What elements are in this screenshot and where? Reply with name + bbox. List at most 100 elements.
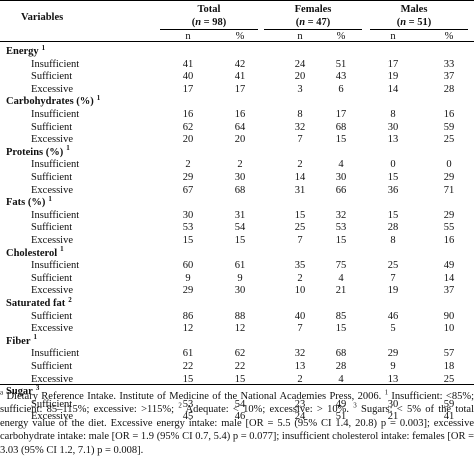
row-label: Insufficient (31, 348, 80, 360)
table-cell: 21 (387, 411, 399, 423)
table-cell: 31 (234, 209, 246, 221)
table-cell: 46 (387, 310, 399, 322)
row-label: Sufficient (31, 222, 73, 234)
table-cell: 54 (234, 398, 246, 410)
table-cell: 51 (335, 411, 347, 423)
footnote-sup-3: 3 (353, 401, 357, 410)
table-cell: 61 (234, 260, 246, 272)
table-cell: 15 (234, 235, 246, 246)
section-name: Carbohydrates (%) (6, 96, 94, 108)
table-cell: 66 (335, 184, 347, 196)
table-cell: 15 (335, 134, 347, 146)
table-cell: 5 (390, 323, 396, 335)
table-cell: 16 (443, 235, 455, 246)
table-cell: 0 (390, 159, 396, 171)
table-cell: 24 (294, 58, 306, 70)
table-cell: 25 (443, 373, 455, 385)
section-heading: Carbohydrates (%) 1 (6, 94, 100, 108)
table-cell: 15 (335, 323, 347, 335)
table-cell: 33 (443, 58, 455, 70)
table-cell: 16 (443, 109, 455, 120)
table-cell: 16 (182, 109, 194, 120)
table-cell: 64 (234, 121, 246, 133)
table-cell: 59 (443, 398, 455, 410)
bottom-rule (0, 384, 474, 385)
row-label: Insufficient (31, 159, 80, 171)
footnote-marker-a: a (0, 388, 4, 397)
group-underline (264, 29, 362, 30)
table-cell: 41 (234, 71, 246, 83)
table-cell: 62 (234, 348, 246, 360)
table-cell: 51 (335, 58, 347, 70)
table-cell: 9 (185, 272, 191, 284)
table-cell: 18 (443, 361, 455, 372)
table-footnote: a Dietary Reference Intake. Institute of… (0, 388, 474, 457)
row-label: Excessive (31, 134, 73, 146)
table-cell: 36 (387, 184, 399, 196)
table-cell: 71 (443, 184, 455, 196)
table-cell: 17 (182, 83, 194, 95)
table-cell: 12 (234, 323, 246, 335)
table-cell: 59 (443, 121, 455, 133)
table-cell: 32 (335, 209, 347, 221)
table-cell: 88 (234, 310, 246, 322)
group-underline (370, 29, 468, 30)
section-footnote-marker: 1 (41, 43, 46, 52)
table-cell: 4 (338, 159, 344, 171)
table-cell: 31 (294, 184, 306, 196)
section-footnote-marker: 3 (35, 383, 40, 392)
table-cell: 24 (294, 411, 306, 423)
sub-column-header: n (297, 31, 303, 42)
table-cell: 30 (234, 285, 246, 297)
table-cell: 10 (443, 323, 455, 335)
table-cell: 17 (234, 83, 246, 95)
table-cell: 86 (182, 310, 194, 322)
row-label: Sufficient (31, 172, 73, 183)
table-cell: 42 (234, 58, 246, 70)
section-name: Cholesterol (6, 247, 58, 259)
table-cell: 57 (443, 348, 455, 360)
table-cell: 21 (335, 285, 347, 297)
table-cell: 25 (387, 260, 399, 272)
row-label: Excessive (31, 373, 73, 385)
table-cell: 17 (387, 58, 399, 70)
table-cell: 6 (338, 83, 344, 95)
table-cell: 29 (443, 209, 455, 221)
table-cell: 14 (443, 272, 455, 284)
table-cell: 23 (294, 398, 306, 410)
section-name: Fiber (6, 335, 31, 347)
table-cell: 68 (335, 121, 347, 133)
sub-column-header: % (444, 31, 454, 42)
table-cell: 15 (335, 235, 347, 246)
table-cell: 29 (387, 348, 399, 360)
footnote-sup-2: 2 (178, 401, 182, 410)
section-heading: Fats (%) 1 (6, 195, 52, 209)
row-label: Excessive (31, 323, 73, 335)
row-label: Insufficient (31, 58, 80, 70)
table-cell: 30 (182, 209, 194, 221)
sub-column-header: n (390, 31, 396, 42)
table-cell: 30 (387, 121, 399, 133)
table-cell: 9 (237, 272, 243, 284)
group-n-females: (n = 47) (295, 17, 331, 28)
table-cell: 15 (387, 172, 399, 183)
table-cell: 55 (443, 222, 455, 234)
footnote-part-3: Adequate: < 10%; excessive: > 10%. (181, 404, 354, 416)
table-cell: 40 (294, 310, 306, 322)
table-cell: 15 (182, 373, 194, 385)
table-cell: 7 (297, 323, 303, 335)
table-cell: 68 (234, 184, 246, 196)
table-cell: 28 (335, 361, 347, 372)
table-cell: 35 (294, 260, 306, 272)
table-cell: 68 (335, 348, 347, 360)
table-cell: 15 (387, 209, 399, 221)
header-rule (0, 41, 474, 42)
table-cell: 20 (294, 71, 306, 83)
table-cell: 2 (297, 373, 303, 385)
footnote-part-2: Insufficient: <85%; sufficient: 85–115%;… (0, 391, 474, 416)
table-cell: 2 (237, 159, 243, 171)
sub-column-header: % (336, 31, 346, 42)
table-cell: 2 (185, 159, 191, 171)
table-cell: 54 (234, 222, 246, 234)
